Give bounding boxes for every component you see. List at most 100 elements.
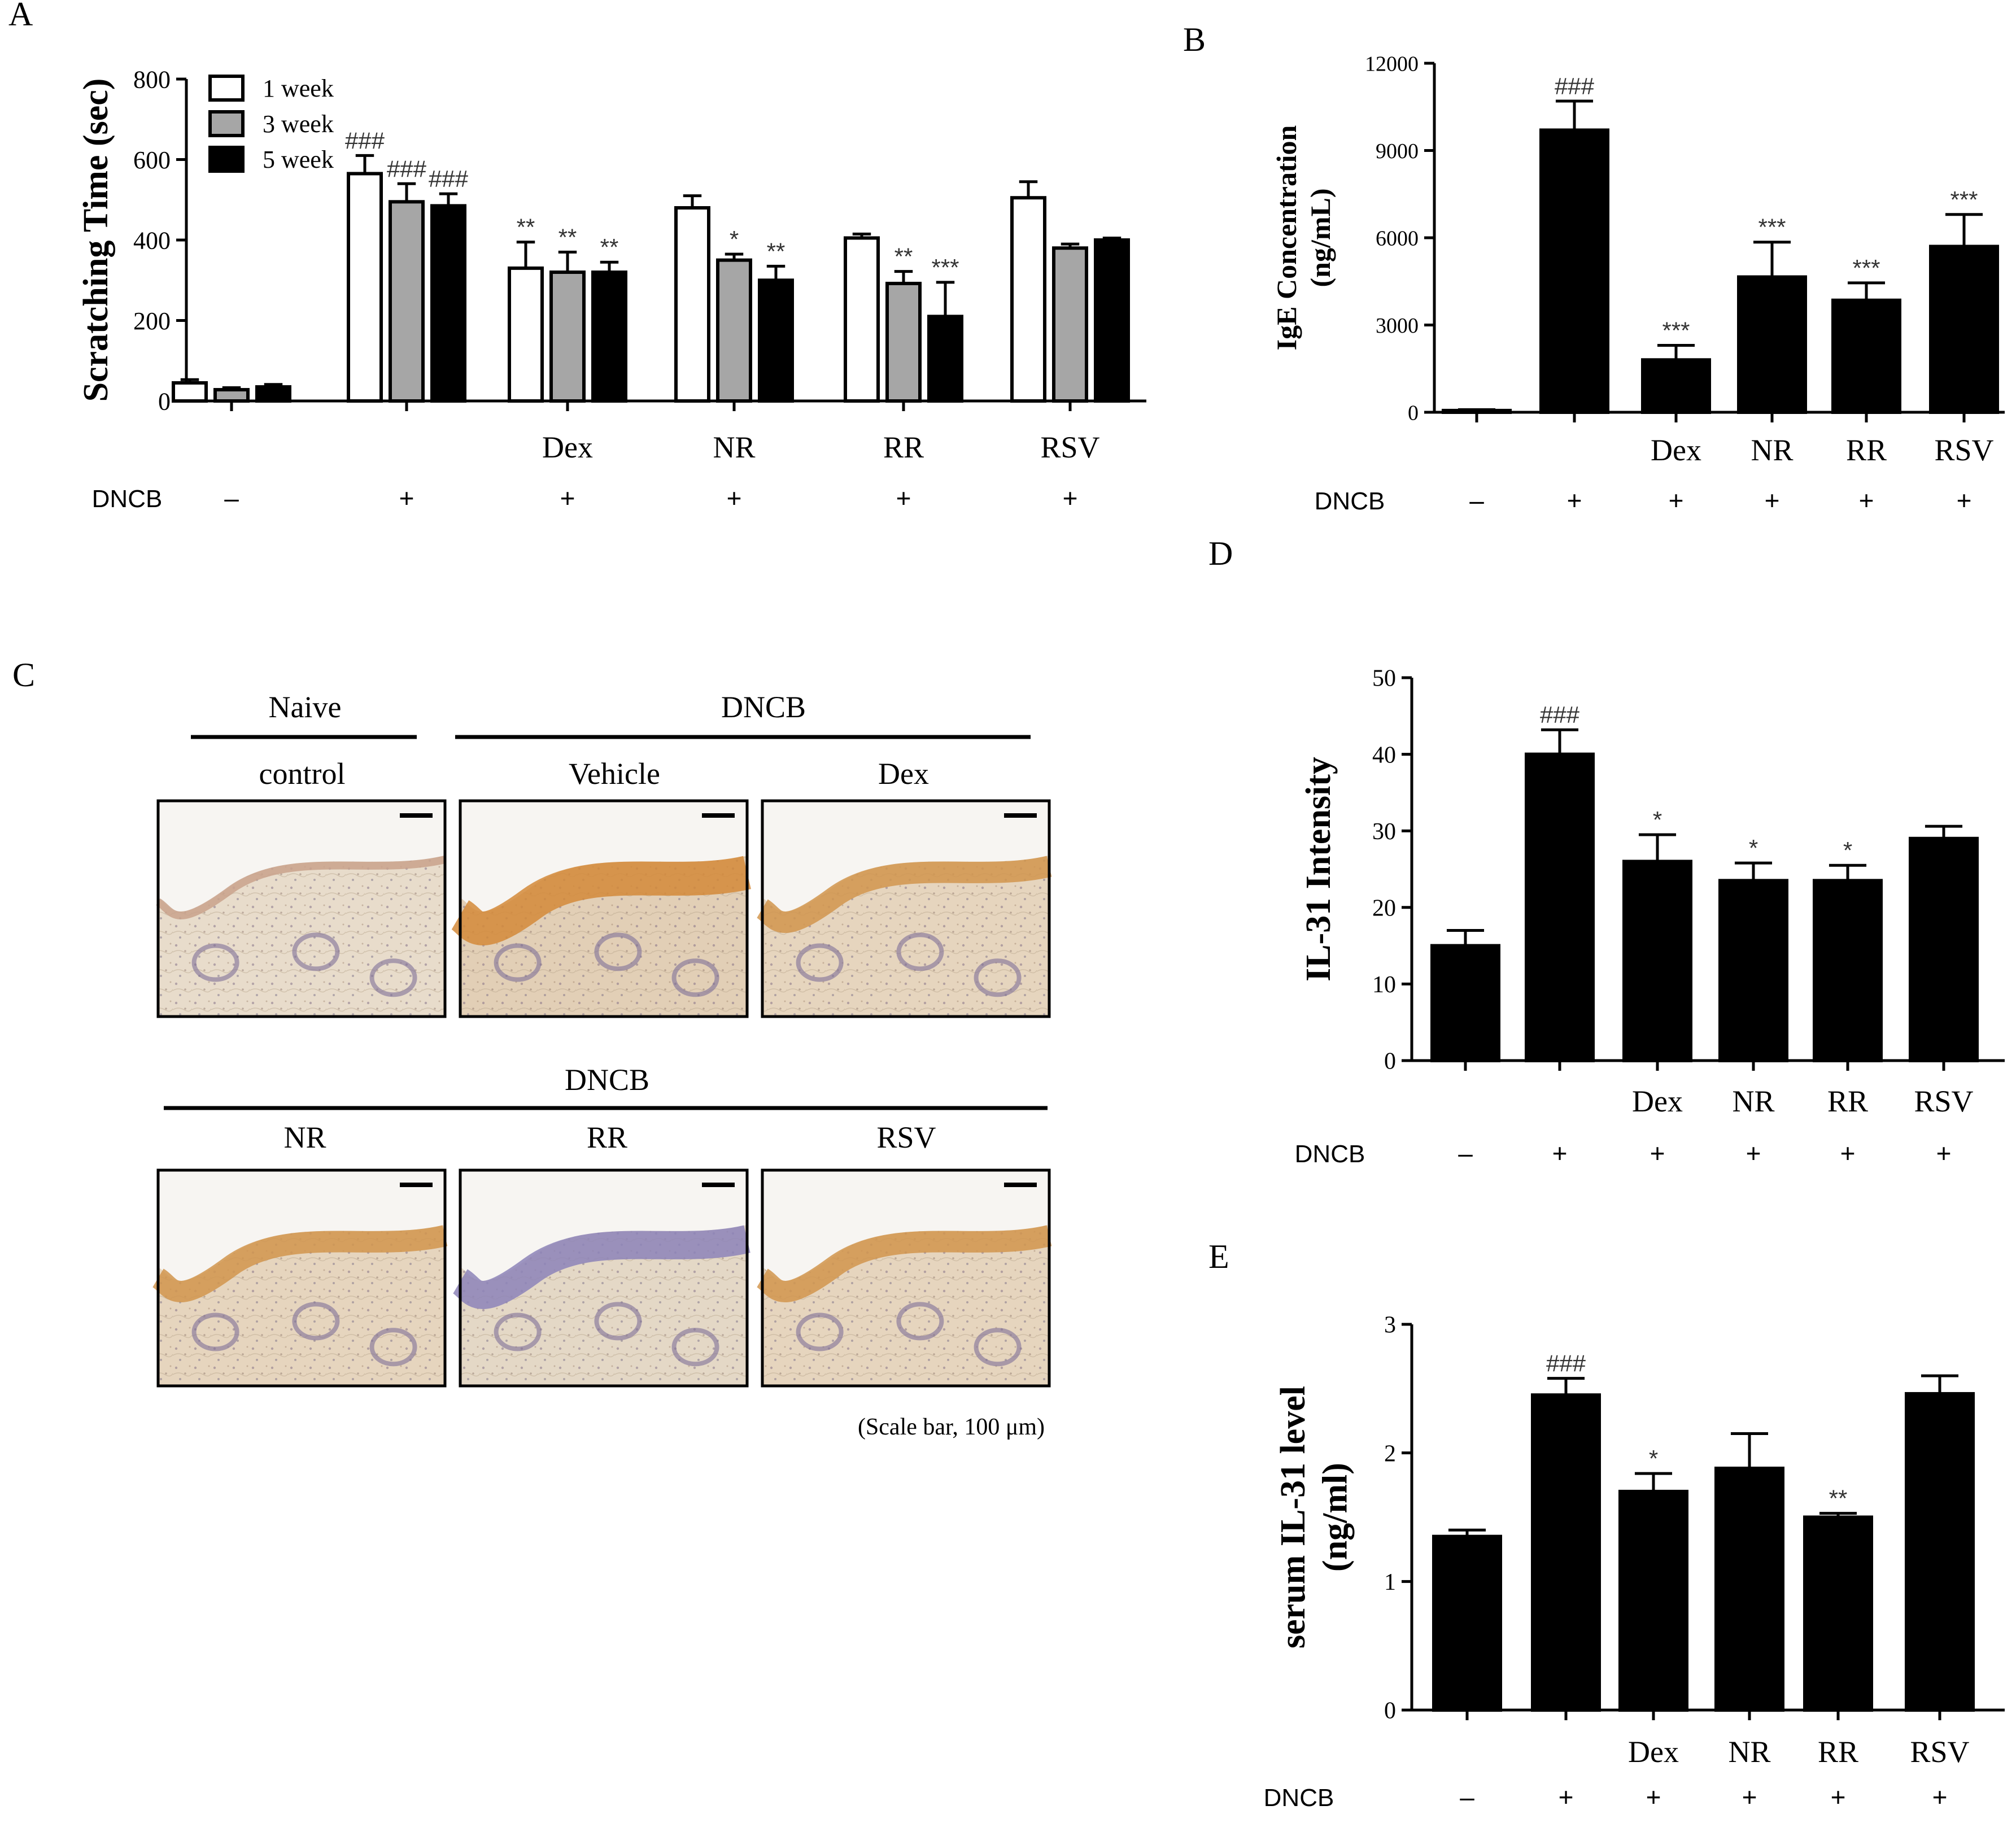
histology-image-1 <box>450 799 751 1018</box>
category-label-a: RR <box>883 430 924 464</box>
row-value-dncb-b: + <box>1765 486 1780 515</box>
follicle-shape <box>671 1328 719 1367</box>
legend-swatch-a-1 <box>208 110 245 137</box>
significance-label-e-4: ** <box>1829 1485 1848 1512</box>
y-tick-label-b: 0 <box>1408 401 1419 425</box>
follicle-shape <box>974 958 1022 997</box>
bar-e-4 <box>1803 1515 1873 1712</box>
epidermis-layer <box>156 856 446 919</box>
bar-a-g0-s2 <box>255 385 291 403</box>
significance-label-a-g2-s1: ** <box>558 224 577 250</box>
significance-label-a-g3-s2: ** <box>767 238 786 264</box>
follicle-shape <box>292 1302 340 1341</box>
significance-label-a-g1-s0: ### <box>345 127 385 154</box>
header-naive: Naive <box>269 690 342 724</box>
significance-label-e-2: * <box>1649 1445 1658 1472</box>
tile-label-vehicle: Vehicle <box>569 757 660 791</box>
category-label-e: RSV <box>1910 1735 1969 1769</box>
tile-label-dex: Dex <box>878 757 929 791</box>
histology-image-3 <box>152 1168 448 1388</box>
follicle-shape <box>369 958 417 997</box>
y-tick-label-e: 1 <box>1384 1569 1396 1595</box>
follicle-shape <box>594 1302 642 1341</box>
y-tick-label-b: 6000 <box>1376 226 1419 250</box>
y-tick-label-b: 3000 <box>1376 314 1419 338</box>
follicle-shape <box>494 1312 542 1351</box>
row-value-dncb-a: – <box>224 483 239 513</box>
row-value-dncb-e: + <box>1932 1782 1948 1812</box>
category-label-b: RR <box>1846 433 1887 467</box>
histology-image-4 <box>452 1168 750 1388</box>
bar-b-0 <box>1442 408 1512 414</box>
legend-swatch-a-0 <box>208 75 245 102</box>
panel-label-e: E <box>1208 1238 1229 1275</box>
category-label-d: Dex <box>1632 1084 1683 1118</box>
bar-b-1 <box>1539 128 1609 414</box>
significance-label-a-g4-s1: ** <box>894 243 913 270</box>
tile-frame <box>459 799 749 1018</box>
category-label-e: NR <box>1728 1735 1770 1769</box>
row-value-dncb-e: – <box>1460 1782 1474 1812</box>
y-axis-title-e: serum IL-31 level <box>1274 1386 1312 1648</box>
bar-e-1 <box>1531 1393 1601 1712</box>
legend-swatch-a-2 <box>208 146 245 173</box>
y-tick-label-d: 40 <box>1372 742 1396 768</box>
bar-a-g4-s1 <box>885 281 922 403</box>
epidermis-layer <box>450 856 751 945</box>
bar-a-g2-s1 <box>549 271 586 403</box>
tile-frame <box>761 1168 1051 1388</box>
category-label-d: RR <box>1827 1084 1868 1118</box>
row-value-dncb-b: + <box>1957 486 1972 515</box>
y-axis-title-d: IL-31 Intensity <box>1299 757 1338 982</box>
bar-e-3 <box>1714 1466 1784 1712</box>
row-value-dncb-a: + <box>1063 483 1078 513</box>
bar-b-4 <box>1831 298 1901 414</box>
y-tick-label-d: 50 <box>1372 666 1396 692</box>
tile-frame <box>459 1168 749 1388</box>
significance-label-a-g3-s1: * <box>730 226 739 252</box>
bar-b-2 <box>1641 358 1711 414</box>
row-value-dncb-d: + <box>1552 1139 1568 1168</box>
bar-a-g3-s0 <box>674 206 710 403</box>
significance-label-b-3: *** <box>1758 214 1786 241</box>
row-value-dncb-e: + <box>1742 1782 1757 1812</box>
epidermis-layer <box>152 1225 448 1302</box>
category-label-d: RSV <box>1914 1084 1973 1118</box>
bar-d-5 <box>1909 836 1979 1062</box>
tile-label-rsv: RSV <box>876 1120 936 1154</box>
bar-a-g3-s2 <box>758 278 794 403</box>
bar-d-1 <box>1525 752 1595 1062</box>
histology-image-0 <box>156 799 447 1018</box>
y-axis-title-a: Scratching Time (sec) <box>77 78 115 402</box>
bar-b-3 <box>1737 275 1807 414</box>
significance-label-d-2: * <box>1653 806 1662 833</box>
row-value-dncb-a: + <box>560 483 575 513</box>
bar-d-2 <box>1622 860 1692 1062</box>
follicle-shape <box>594 932 642 971</box>
epidermis-layer <box>756 1225 1052 1302</box>
significance-label-d-1: ### <box>1540 701 1580 728</box>
bar-a-g3-s1 <box>716 258 752 403</box>
y-tick-label-d: 10 <box>1372 972 1396 998</box>
category-label-a: NR <box>713 430 755 464</box>
significance-label-d-4: * <box>1843 837 1852 863</box>
bar-d-4 <box>1813 879 1883 1062</box>
bar-a-g5-s2 <box>1094 238 1130 403</box>
bar-d-3 <box>1718 879 1788 1062</box>
scale-bar-note: (Scale bar, 100 μm) <box>858 1414 1045 1440</box>
panel-label-a: A <box>8 0 33 33</box>
follicle-shape <box>191 943 239 982</box>
category-label-b: Dex <box>1651 433 1701 467</box>
follicle-shape <box>974 1328 1022 1367</box>
tile-frame <box>156 1168 447 1388</box>
bar-a-g5-s1 <box>1052 246 1088 403</box>
row-value-dncb-a: + <box>896 483 911 513</box>
histology-image-2 <box>756 799 1052 1018</box>
row-value-dncb-b: + <box>1859 486 1874 515</box>
row-value-dncb-b: + <box>1567 486 1582 515</box>
row-value-dncb-a: + <box>727 483 742 513</box>
histology-image-5 <box>756 1168 1052 1388</box>
row-label-dncb-a: DNCB <box>92 485 163 513</box>
